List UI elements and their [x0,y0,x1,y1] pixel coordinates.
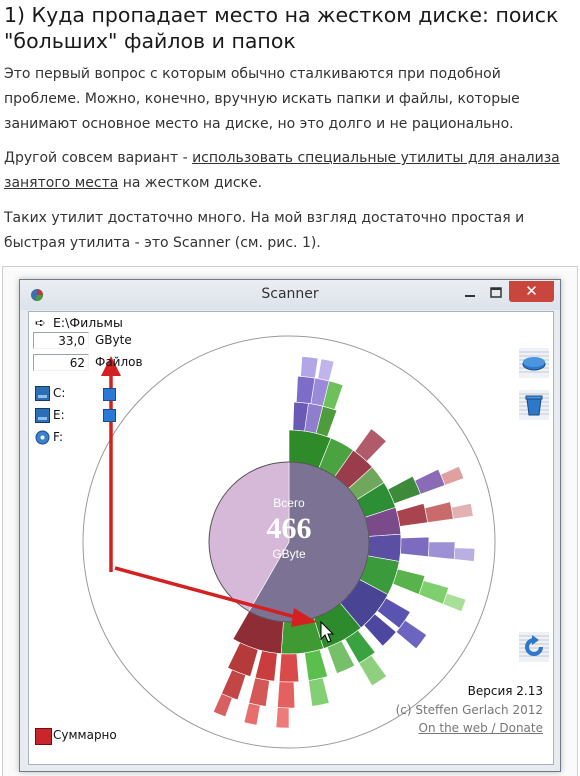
current-path[interactable]: ➪ E:\Фильмы [35,315,123,331]
ring2-segment[interactable] [354,428,387,462]
close-icon: ✕ [525,282,538,300]
version-label: Версия 2.13 [467,684,543,698]
arrow-right-icon: ➪ [35,316,46,331]
refresh-icon[interactable] [519,632,549,662]
size-unit: GByte [95,333,132,347]
window-title: Scanner [261,286,319,302]
ring4-segment[interactable] [451,502,474,520]
sunburst-chart[interactable]: Всего 466 GByte [29,312,553,764]
maximize-icon[interactable] [486,285,506,301]
drive-e-indicator [103,409,116,422]
web-donate-link[interactable]: On the web / Donate [418,721,544,735]
ring3-segment[interactable] [308,677,330,707]
disk-icon[interactable] [519,348,549,378]
ring2-segment[interactable] [326,640,356,674]
ring4-segment[interactable] [275,707,290,729]
ring4-segment[interactable] [300,356,319,379]
drive-f-label: F: [53,430,64,444]
annotation-arrowhead-up [101,356,121,376]
ring2-segment[interactable] [400,536,430,557]
ring3-segment[interactable] [322,380,344,411]
center-label-bottom: GByte [272,547,306,561]
files-label: Файлов [95,355,143,369]
ring3-segment[interactable] [277,681,296,709]
files-value: 62 [33,354,89,371]
minimize-icon[interactable] [460,285,480,301]
scanner-client-area: Всего 466 GByte ➪ E:\Фильмы 33,0 GByte 62… [28,311,554,765]
ring4-segment[interactable] [212,693,233,718]
ring3-segment[interactable] [358,654,387,687]
scanner-app-icon [31,289,44,302]
article-paragraph-3: Таких утилит достаточно много. На мой вз… [4,210,525,251]
ring4-segment[interactable] [243,702,261,726]
copyright-label: (c) Steffen Gerlach 2012 [395,703,543,717]
ring2-segment[interactable] [278,653,300,683]
title-bar[interactable]: Scanner ✕ [20,280,560,310]
ring3-segment[interactable] [395,619,428,650]
hard-drive-icon [35,408,50,423]
utilities-link[interactable]: использовать специальные утилиты для ана… [4,150,560,191]
ring2-segment[interactable] [363,613,397,647]
article-title: 1) Куда пропадает место на жестком диске… [4,3,559,53]
article-paragraph-2: Другой совсем вариант - использовать спе… [4,146,578,196]
annotation-arrow-diagonal [114,566,300,620]
ring2-segment[interactable] [376,597,411,629]
size-value: 33,0 [33,332,89,349]
mouse-cursor-icon [320,620,335,643]
center-value: 466 [267,512,312,545]
close-button[interactable]: ✕ [509,281,554,302]
path-label: E:\Фильмы [53,315,123,330]
ring3-segment[interactable] [427,541,456,560]
hard-drive-icon [35,386,50,401]
cd-drive-icon [35,430,50,445]
drive-e-label: E: [53,408,65,422]
annotation-arrowhead-right [291,608,317,627]
article-paragraph-1: Это первый вопрос с которым обычно сталк… [4,66,520,132]
center-label-top: Всего [273,496,305,510]
ring4-segment[interactable] [453,547,476,562]
summary-icon [35,728,52,745]
scanner-window: Scanner ✕ Всего 466 GByte ➪ E:\Фильмы 33,… [19,279,561,772]
inner-ring [208,461,370,623]
paragraph-2-before: Другой совсем вариант - [4,150,193,166]
ring4-segment[interactable] [440,465,465,486]
drive-c-indicator [103,388,116,401]
ring4-segment[interactable] [317,358,335,382]
recycle-bin-icon[interactable] [519,390,549,420]
summary-label: Суммарно [53,728,117,742]
drive-c-label: C: [53,386,66,400]
ring4-segment[interactable] [442,592,467,613]
paragraph-2-after: на жестком диске. [118,175,263,191]
